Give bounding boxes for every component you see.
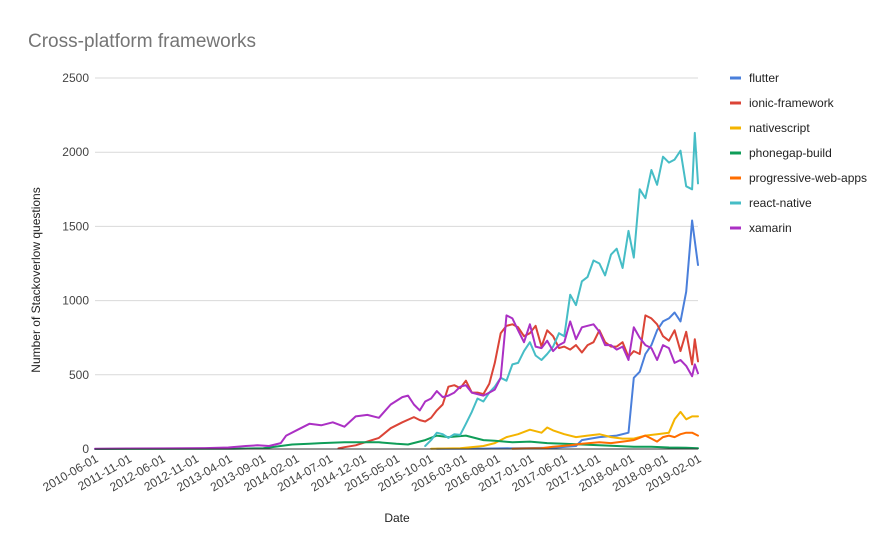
chart-title: Cross-platform frameworks [28,31,256,52]
legend-label: flutter [749,71,779,85]
y-tick-label: 0 [82,442,89,456]
y-axis-ticks: 0 500 1000 1500 2000 2500 [62,71,89,456]
legend-label: ionic-framework [749,96,835,110]
series-line-phonegap-build [94,434,699,450]
y-tick-label: 500 [69,368,89,382]
x-axis-title: Date [384,511,410,525]
y-tick-label: 2500 [62,71,89,85]
series-line-xamarin [94,314,699,450]
y-tick-label: 2000 [62,145,89,159]
gridlines [95,77,698,376]
legend-label: react-native [749,196,812,210]
legend-label: nativescript [749,121,810,135]
series-line-nativescript [430,410,699,450]
series-lines [94,131,699,450]
y-tick-label: 1500 [62,219,89,233]
legend-label: xamarin [749,221,792,235]
series-line-ionic-framework [337,314,699,450]
series-line-progressive-web-apps [511,431,699,450]
series-line-react-native [424,131,699,447]
legend-label: progressive-web-apps [749,171,867,185]
legend-label: phonegap-build [749,146,832,160]
y-axis-title: Number of Stackoverlow questions [29,187,43,372]
x-axis-ticks: 2010-06-012011-11-012012-06-012012-11-01… [40,451,703,494]
legend: flutter ionic-framework nativescript phoneg… [730,71,867,235]
y-tick-label: 1000 [62,294,89,308]
